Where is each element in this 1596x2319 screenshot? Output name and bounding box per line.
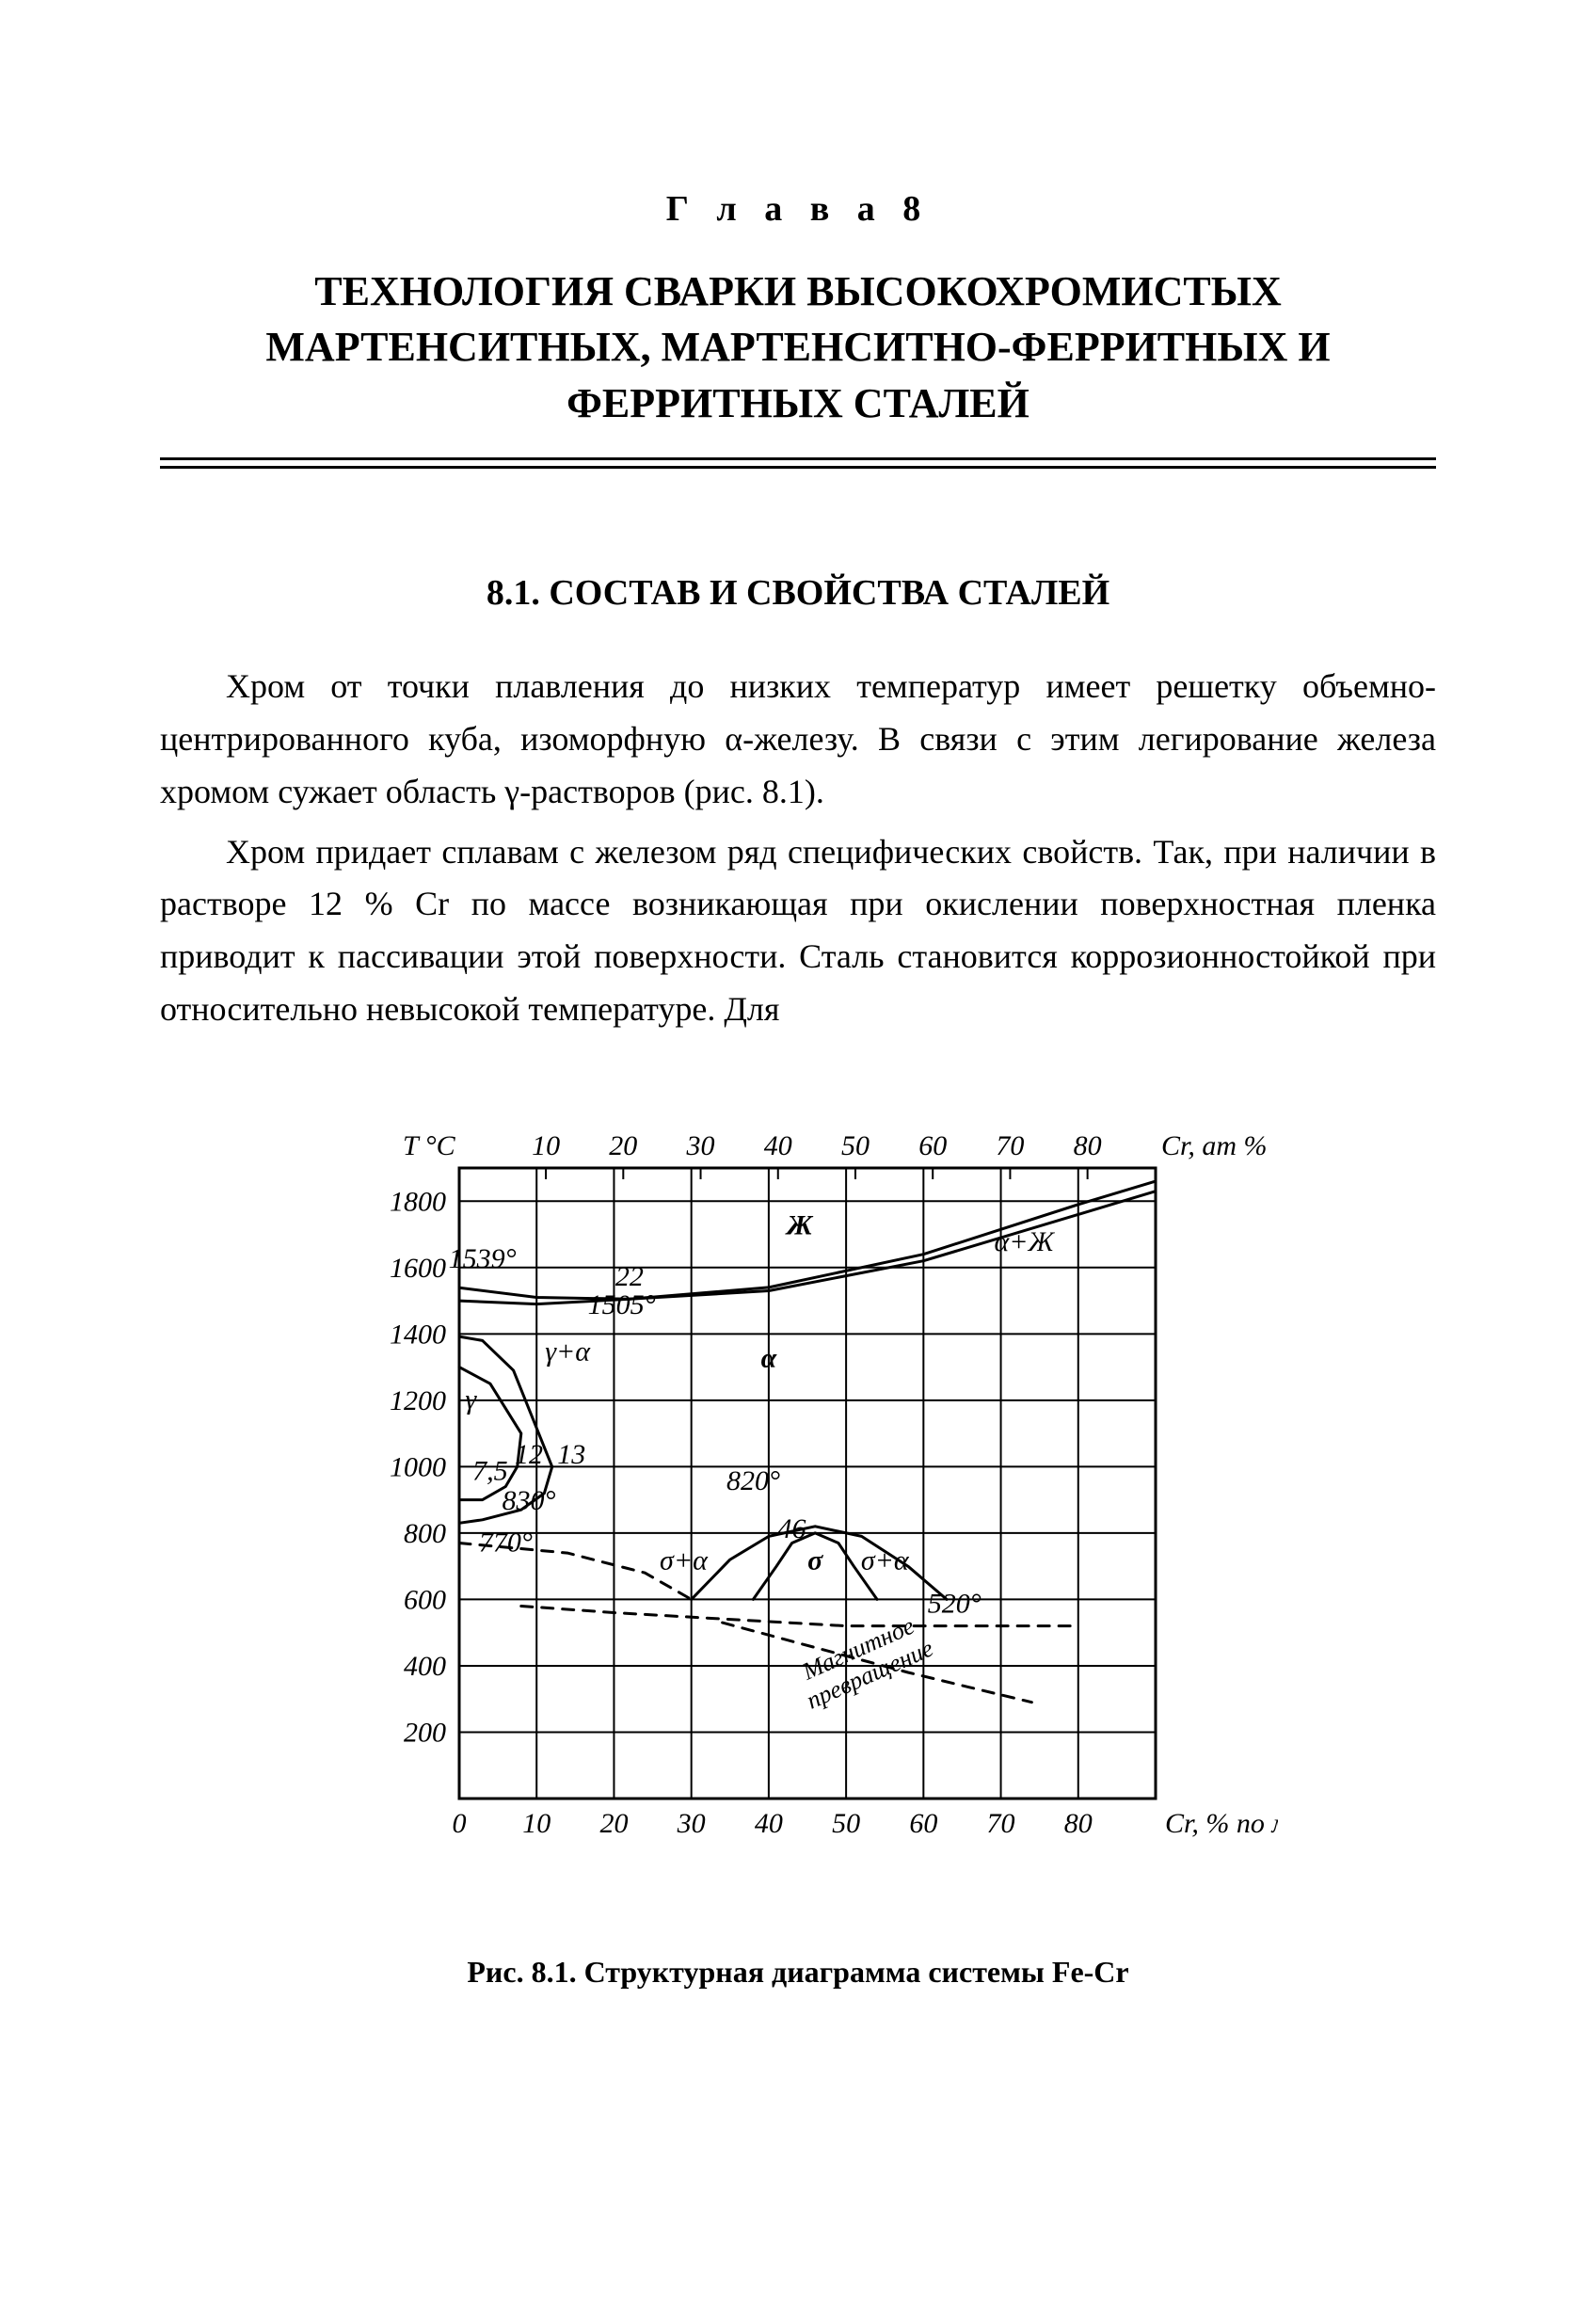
svg-text:820°: 820° (726, 1465, 780, 1496)
svg-text:γ: γ (465, 1383, 477, 1415)
section-title: 8.1. СОСТАВ И СВОЙСТВА СТАЛЕЙ (160, 572, 1436, 614)
svg-text:1505°: 1505° (588, 1289, 656, 1320)
paragraph-1: Хром от точки плавления до низких темпер… (160, 661, 1436, 818)
svg-text:400: 400 (404, 1651, 446, 1682)
figure-8-1: 10 20 30 40 50 60 70 80 Cr, ат % 0 10 20 30 40 50 60 70 8… (160, 1102, 1436, 1990)
svg-text:10: 10 (522, 1808, 551, 1839)
svg-text:22: 22 (615, 1261, 644, 1292)
title-line-2: МАРТЕНСИТНЫХ, МАРТЕНСИТНО-ФЕРРИТНЫХ И (265, 324, 1330, 370)
svg-text:10: 10 (532, 1130, 560, 1161)
svg-text:20: 20 (609, 1130, 637, 1161)
chapter-title: ТЕХНОЛОГИЯ СВАРКИ ВЫСОКОХРОМИСТЫХ МАРТЕН… (160, 264, 1436, 431)
svg-text:α: α (761, 1342, 777, 1373)
svg-text:600: 600 (404, 1584, 446, 1615)
svg-text:1000: 1000 (390, 1451, 446, 1482)
svg-text:50: 50 (841, 1130, 870, 1161)
svg-text:1200: 1200 (390, 1385, 446, 1416)
svg-text:1800: 1800 (390, 1186, 446, 1217)
svg-text:Ж: Ж (785, 1209, 814, 1240)
svg-text:σ+α: σ+α (660, 1544, 709, 1575)
svg-text:50: 50 (832, 1808, 860, 1839)
svg-text:60: 60 (909, 1808, 937, 1839)
svg-text:40: 40 (764, 1130, 792, 1161)
svg-text:70: 70 (987, 1808, 1015, 1839)
svg-text:46: 46 (778, 1513, 806, 1544)
svg-text:7,5: 7,5 (472, 1455, 508, 1486)
divider-top (160, 457, 1436, 460)
svg-text:770°: 770° (479, 1527, 533, 1558)
svg-text:800: 800 (404, 1518, 446, 1549)
svg-text:α+Ж: α+Ж (994, 1226, 1055, 1257)
svg-text:T °C: T °C (403, 1130, 456, 1161)
chapter-label: Г л а в а 8 (160, 188, 1436, 230)
svg-text:60: 60 (918, 1130, 947, 1161)
svg-text:80: 80 (1074, 1130, 1102, 1161)
phase-diagram-svg: 10 20 30 40 50 60 70 80 Cr, ат % 0 10 20 30 40 50 60 70 8… (318, 1102, 1278, 1921)
svg-text:830°: 830° (503, 1485, 556, 1516)
svg-text:80: 80 (1064, 1808, 1093, 1839)
svg-text:σ+α: σ+α (861, 1544, 910, 1575)
figure-caption: Рис. 8.1. Структурная диаграмма системы … (160, 1955, 1436, 1990)
svg-text:13: 13 (557, 1439, 585, 1470)
svg-text:30: 30 (686, 1130, 715, 1161)
svg-text:70: 70 (996, 1130, 1024, 1161)
paragraph-2: Хром придает сплавам с железом ряд специ… (160, 826, 1436, 1036)
svg-text:1600: 1600 (390, 1253, 446, 1284)
svg-text:γ+α: γ+α (545, 1335, 591, 1367)
svg-text:1539°: 1539° (449, 1243, 517, 1274)
svg-text:12: 12 (515, 1439, 543, 1470)
title-line-1: ТЕХНОЛОГИЯ СВАРКИ ВЫСОКОХРОМИСТЫХ (314, 268, 1282, 314)
svg-text:0: 0 (453, 1808, 467, 1839)
svg-text:20: 20 (599, 1808, 628, 1839)
svg-text:σ: σ (807, 1544, 823, 1575)
svg-text:1400: 1400 (390, 1319, 446, 1350)
divider-bottom (160, 466, 1436, 469)
svg-text:520°: 520° (928, 1588, 982, 1619)
svg-text:200: 200 (404, 1717, 446, 1748)
svg-text:Cr, % по массе: Cr, % по массе (1165, 1808, 1278, 1839)
svg-text:30: 30 (677, 1808, 706, 1839)
title-line-3: ФЕРРИТНЫХ СТАЛЕЙ (567, 380, 1029, 426)
svg-text:40: 40 (755, 1808, 783, 1839)
svg-text:Cr, ат %: Cr, ат % (1161, 1130, 1268, 1161)
